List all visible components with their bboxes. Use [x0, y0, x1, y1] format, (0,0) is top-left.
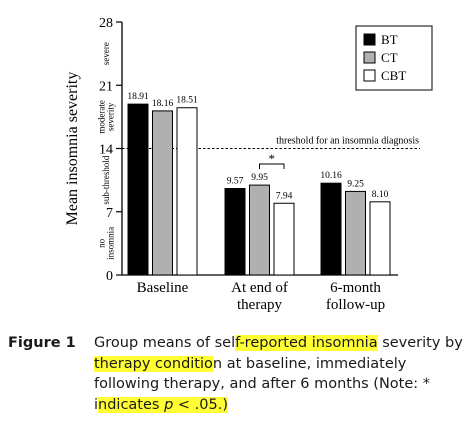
y-tick-label: 21 [99, 79, 113, 94]
y-tick-label: 28 [99, 16, 113, 31]
category-label: 6-month [330, 280, 381, 296]
severity-band-label: sub-threshold [101, 155, 111, 204]
caption-highlight-text: < .05.) [173, 396, 229, 413]
category-label: Baseline [137, 280, 189, 296]
caption-text-part: severity by [382, 335, 463, 351]
severity-band-label: noinsomnia [97, 227, 116, 260]
legend-swatch-bt [363, 33, 376, 46]
severity-band-word: no [97, 238, 107, 248]
bar-value-label: 10.16 [320, 171, 342, 181]
severity-band-word: severe [101, 42, 111, 65]
caption-text-part: Group means of sel [94, 335, 236, 351]
bar-cbt [176, 107, 198, 276]
bar-bt [224, 188, 246, 276]
caption-p-symbol: p [164, 396, 174, 413]
bar-value-label: 18.16 [152, 99, 174, 109]
bar-bt [320, 182, 342, 276]
y-axis-label: Mean insomnia severity [64, 72, 81, 226]
significance-marker: * [269, 151, 276, 166]
caption-text: Group means of self-reported insomnia se… [94, 333, 470, 415]
severity-band-label: severe [101, 42, 111, 65]
caption-highlight: f-reported insomnia [235, 335, 378, 351]
bar-value-label: 8.10 [372, 190, 389, 200]
legend-label: CT [381, 50, 398, 65]
category-label: follow-up [326, 297, 385, 313]
significance-bracket [259, 163, 285, 169]
threshold-label: threshold for an insomnia diagnosis [276, 136, 419, 147]
y-tick-label: 7 [106, 206, 113, 221]
y-tick-label: 0 [106, 269, 113, 284]
legend-swatch-cbt [363, 69, 376, 82]
figure-label: Figure 1 [8, 335, 76, 351]
legend-label: BT [381, 32, 398, 47]
severity-band-word: moderate [97, 100, 107, 133]
legend-swatch-ct [363, 51, 376, 64]
bar-bt [127, 103, 149, 276]
bar-value-label: 9.57 [227, 177, 244, 187]
bar-value-label: 7.94 [276, 191, 293, 201]
severity-band-word: sub-threshold [101, 155, 111, 204]
category-label: At end of [231, 280, 288, 296]
caption-highlight: ndicates p < .05.) [98, 396, 229, 413]
bar-value-label: 9.95 [251, 173, 268, 183]
bar-ct [345, 190, 366, 276]
severity-band-word: insomnia [106, 227, 116, 260]
category-label: therapy [237, 297, 282, 313]
caption-text-part: n at baseline, immediately following the… [94, 355, 431, 413]
y-tick-label: 14 [99, 143, 113, 158]
bar-cbt [273, 202, 295, 276]
severity-band-label: moderateseverity [97, 100, 116, 133]
legend-label: CBT [381, 68, 406, 83]
bar-value-label: 9.25 [347, 179, 364, 189]
caption-highlight: therapy conditio [94, 355, 213, 372]
bar-value-label: 18.51 [176, 96, 198, 106]
bar-cbt [369, 201, 391, 276]
bar-ct [249, 184, 270, 276]
bar-value-label: 18.91 [127, 92, 149, 102]
figure-caption: Figure 1 Group means of self-reported in… [8, 333, 470, 415]
bar-ct [152, 110, 173, 276]
severity-band-word: severity [106, 102, 116, 131]
caption-highlight-text: ndicates [98, 396, 165, 413]
bar-chart: 07142128noinsomniasub-thresholdmoderates… [64, 16, 433, 313]
